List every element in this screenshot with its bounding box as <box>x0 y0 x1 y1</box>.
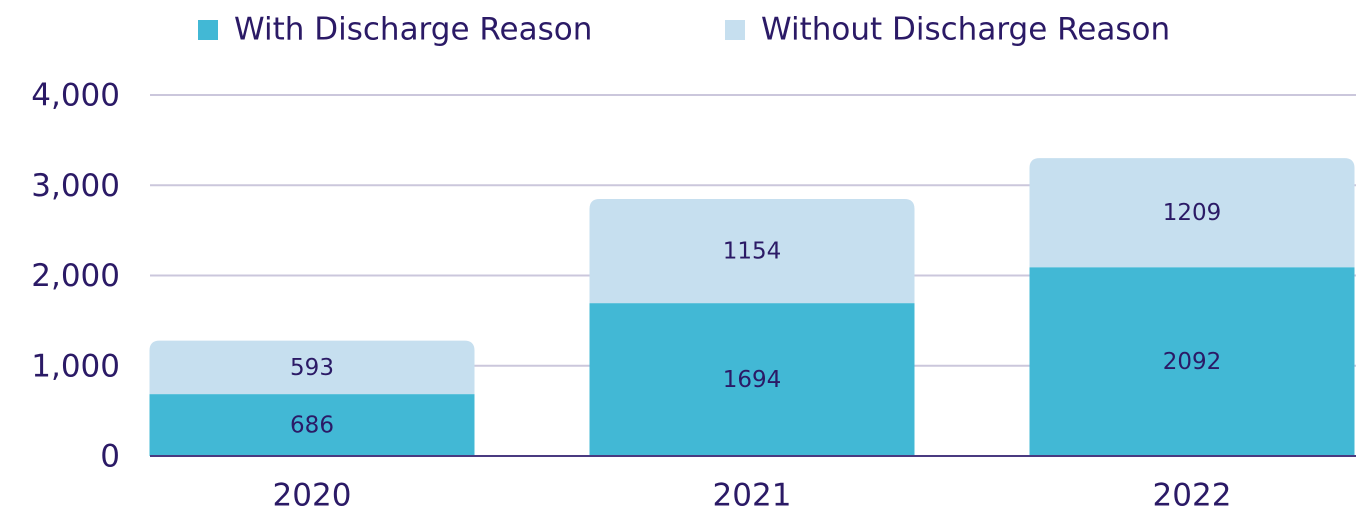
y-tick-label: 1,000 <box>31 348 120 384</box>
legend-label: Without Discharge Reason <box>761 12 1170 48</box>
data-label: 593 <box>290 355 334 381</box>
legend-swatch <box>725 20 745 40</box>
bar-segment <box>589 198 915 304</box>
data-label: 1209 <box>1163 200 1222 226</box>
y-tick-label: 0 <box>100 439 120 475</box>
y-tick-label: 2,000 <box>31 258 120 294</box>
bar-segment <box>1029 267 1355 456</box>
legend-swatch <box>198 20 218 40</box>
bar-segment <box>1029 158 1355 268</box>
data-label: 2092 <box>1163 349 1222 375</box>
bar-segment <box>589 303 915 456</box>
data-label: 686 <box>290 413 334 439</box>
legend-label: With Discharge Reason <box>234 12 592 48</box>
data-label: 1694 <box>723 367 782 393</box>
bar-segment <box>149 340 475 395</box>
x-tick-label: 2022 <box>1153 478 1232 514</box>
x-tick-label: 2021 <box>713 478 792 514</box>
y-tick-label: 3,000 <box>31 168 120 204</box>
data-label: 1154 <box>723 239 782 265</box>
x-tick-label: 2020 <box>273 478 352 514</box>
y-tick-label: 4,000 <box>31 78 120 114</box>
bar-segment <box>149 394 475 456</box>
